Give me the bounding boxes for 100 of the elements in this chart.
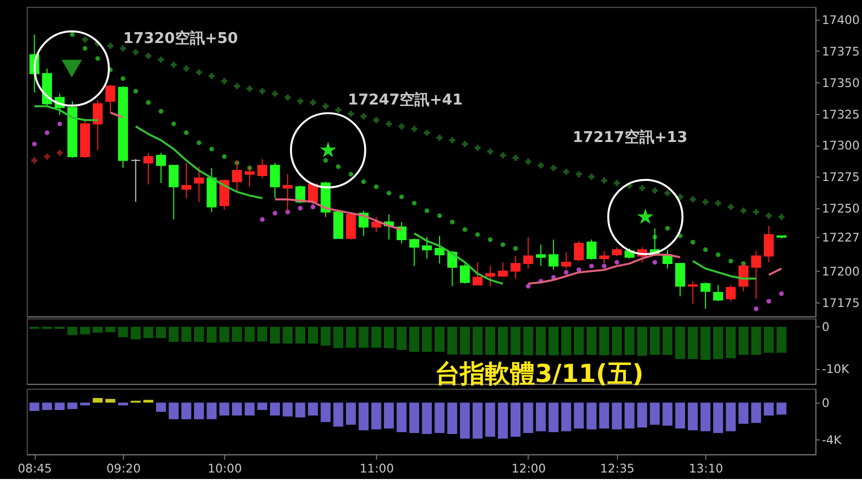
point: [766, 212, 772, 219]
point: [184, 130, 189, 136]
point: [272, 210, 278, 216]
point: [462, 227, 468, 232]
annotation: 17217空訊+13: [572, 128, 688, 146]
x-tick-label: 10:00: [208, 462, 242, 476]
point: [588, 174, 594, 180]
point: [322, 103, 329, 110]
point: [399, 194, 404, 200]
candlestick: [409, 238, 420, 267]
point: [652, 260, 658, 265]
point: [716, 252, 720, 258]
point: [373, 117, 380, 124]
candlestick: [574, 240, 584, 262]
point: [221, 78, 228, 84]
point: [310, 204, 316, 210]
point: [158, 56, 164, 63]
candlestick: [485, 266, 496, 287]
point: [183, 66, 190, 72]
point: [272, 90, 278, 97]
point: [753, 208, 760, 215]
point: [209, 146, 214, 152]
y-tick-label: 17227: [822, 230, 860, 245]
point: [170, 62, 177, 68]
y-tick-label: -4K: [822, 432, 843, 447]
y-tick-label: 0: [822, 320, 830, 334]
point: [500, 152, 506, 158]
point: [398, 123, 405, 130]
candlestick: [92, 99, 103, 151]
point: [526, 284, 531, 289]
annotation: 台指軟體3/11(五): [435, 358, 644, 388]
candlestick: [726, 284, 736, 302]
candlestick: [130, 158, 141, 202]
annotation: 17247空訊+41: [348, 90, 463, 109]
x-tick-label: 12:00: [512, 462, 546, 476]
point: [361, 179, 366, 184]
y-tick-label: 0: [822, 396, 830, 410]
point: [437, 213, 442, 218]
point: [323, 158, 328, 163]
point: [602, 264, 606, 268]
point: [57, 122, 62, 126]
point: [411, 126, 418, 132]
point: [512, 154, 519, 161]
point: [766, 298, 772, 304]
point: [82, 36, 88, 43]
point: [424, 208, 430, 214]
x-tick-label: 12:35: [600, 462, 634, 476]
point: [424, 130, 430, 136]
point: [550, 164, 557, 171]
point: [320, 142, 336, 158]
point: [488, 237, 493, 242]
candlestick: [282, 174, 293, 212]
point: [196, 69, 202, 76]
point: [171, 122, 176, 126]
x-tick-label: 09:20: [106, 462, 141, 476]
y-tick-label: -10K: [822, 362, 850, 376]
point: [779, 291, 784, 296]
candlestick: [561, 252, 572, 270]
candlestick: [713, 284, 724, 302]
point: [500, 242, 506, 247]
point: [348, 110, 354, 117]
point: [601, 178, 608, 184]
point: [715, 200, 722, 206]
y-tick-label: 17300: [822, 138, 860, 153]
point: [664, 190, 670, 196]
point: [31, 157, 38, 164]
point: [702, 198, 708, 205]
y-tick-label: 17375: [822, 44, 860, 58]
candlestick: [688, 280, 698, 304]
candlestick: [498, 262, 508, 277]
annotation: 17320空訊+50: [123, 28, 238, 47]
point: [145, 52, 152, 59]
point: [462, 141, 468, 147]
point: [348, 172, 354, 177]
candlestick: [675, 263, 686, 297]
candlestick: [510, 255, 521, 280]
point: [386, 190, 392, 196]
point: [196, 140, 202, 146]
candlestick: [434, 235, 445, 264]
point: [740, 208, 746, 214]
candlestick: [523, 236, 534, 270]
point: [298, 206, 303, 211]
candlestick: [751, 250, 762, 300]
point: [297, 98, 304, 104]
point: [728, 204, 734, 210]
point: [260, 217, 265, 222]
candlestick: [105, 84, 116, 114]
candlestick: [460, 263, 470, 284]
point: [449, 137, 456, 144]
x-tick-label: 11:00: [360, 462, 394, 476]
candlestick: [181, 162, 192, 199]
point: [690, 196, 696, 202]
point: [703, 247, 708, 252]
point: [525, 158, 532, 165]
point: [487, 148, 494, 155]
point: [44, 154, 50, 160]
point: [120, 45, 126, 52]
point: [637, 208, 654, 224]
candlestick: [700, 282, 710, 310]
point: [538, 162, 544, 168]
